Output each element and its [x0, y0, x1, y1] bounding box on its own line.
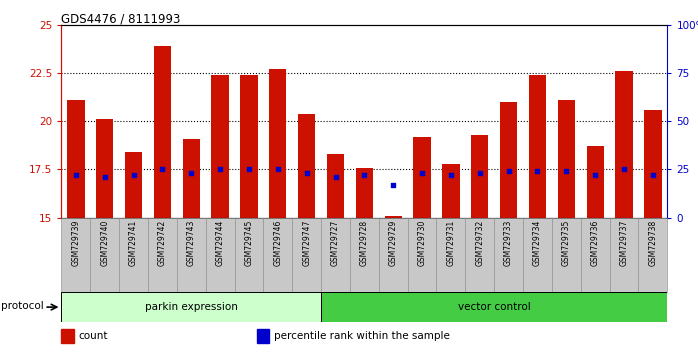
Point — [560, 169, 572, 174]
Text: GSM729734: GSM729734 — [533, 220, 542, 266]
Bar — [321, 292, 667, 322]
Text: percentile rank within the sample: percentile rank within the sample — [274, 331, 450, 341]
FancyBboxPatch shape — [321, 218, 350, 292]
Bar — [211, 75, 229, 218]
FancyBboxPatch shape — [119, 218, 148, 292]
Bar — [644, 110, 662, 218]
Text: GSM729747: GSM729747 — [302, 220, 311, 266]
Point — [301, 171, 312, 176]
Text: GSM729740: GSM729740 — [101, 220, 109, 266]
Text: GSM729730: GSM729730 — [417, 220, 426, 266]
Bar — [269, 69, 286, 218]
Text: GSM729729: GSM729729 — [389, 220, 398, 266]
FancyBboxPatch shape — [61, 218, 90, 292]
Bar — [385, 216, 402, 218]
Text: parkin expression: parkin expression — [144, 302, 238, 312]
Bar — [586, 146, 604, 218]
Text: GSM729739: GSM729739 — [71, 220, 80, 266]
Text: GSM729742: GSM729742 — [158, 220, 167, 266]
Point — [99, 175, 110, 180]
FancyBboxPatch shape — [581, 218, 609, 292]
FancyBboxPatch shape — [639, 218, 667, 292]
Text: GSM729741: GSM729741 — [129, 220, 138, 266]
Text: GSM729733: GSM729733 — [504, 220, 513, 266]
Bar — [327, 154, 344, 218]
Point — [330, 175, 341, 180]
FancyBboxPatch shape — [235, 218, 263, 292]
Bar — [61, 329, 74, 343]
Point — [618, 167, 630, 172]
FancyBboxPatch shape — [90, 218, 119, 292]
Bar — [240, 75, 258, 218]
Point — [387, 182, 399, 188]
Point — [272, 167, 283, 172]
Point — [503, 169, 514, 174]
Text: GSM729731: GSM729731 — [447, 220, 455, 266]
Bar — [356, 167, 373, 218]
FancyBboxPatch shape — [609, 218, 639, 292]
FancyBboxPatch shape — [263, 218, 292, 292]
Point — [417, 171, 428, 176]
Bar — [257, 329, 269, 343]
Bar — [125, 152, 142, 218]
Text: GSM729728: GSM729728 — [360, 220, 369, 266]
Bar — [154, 46, 171, 218]
Text: GSM729727: GSM729727 — [331, 220, 340, 266]
Point — [359, 172, 370, 178]
FancyBboxPatch shape — [494, 218, 523, 292]
FancyBboxPatch shape — [523, 218, 552, 292]
Point — [157, 167, 168, 172]
FancyBboxPatch shape — [292, 218, 321, 292]
FancyBboxPatch shape — [177, 218, 206, 292]
Text: GSM729745: GSM729745 — [244, 220, 253, 266]
FancyBboxPatch shape — [206, 218, 235, 292]
Text: GSM729746: GSM729746 — [274, 220, 282, 266]
Bar — [471, 135, 489, 218]
FancyBboxPatch shape — [350, 218, 379, 292]
Point — [128, 172, 139, 178]
Bar — [413, 137, 431, 218]
Point — [647, 172, 658, 178]
Text: GSM729735: GSM729735 — [562, 220, 571, 266]
Text: count: count — [79, 331, 108, 341]
Bar — [67, 100, 84, 218]
FancyBboxPatch shape — [379, 218, 408, 292]
Point — [70, 172, 82, 178]
Text: protocol: protocol — [1, 301, 44, 310]
Text: GSM729732: GSM729732 — [475, 220, 484, 266]
Text: vector control: vector control — [458, 302, 530, 312]
Text: GSM729744: GSM729744 — [216, 220, 225, 266]
Text: GSM729738: GSM729738 — [648, 220, 658, 266]
FancyBboxPatch shape — [552, 218, 581, 292]
Point — [590, 172, 601, 178]
FancyBboxPatch shape — [148, 218, 177, 292]
Bar — [96, 119, 113, 218]
Bar — [616, 71, 632, 218]
FancyBboxPatch shape — [436, 218, 466, 292]
FancyBboxPatch shape — [466, 218, 494, 292]
Point — [214, 167, 225, 172]
Point — [244, 167, 255, 172]
Bar — [558, 100, 575, 218]
Point — [474, 171, 485, 176]
Text: GSM729737: GSM729737 — [620, 220, 628, 266]
Text: GSM729736: GSM729736 — [591, 220, 600, 266]
Bar — [183, 139, 200, 218]
Point — [532, 169, 543, 174]
Point — [186, 171, 197, 176]
FancyBboxPatch shape — [408, 218, 436, 292]
Point — [445, 172, 456, 178]
Bar — [298, 114, 315, 218]
Text: GDS4476 / 8111993: GDS4476 / 8111993 — [61, 12, 181, 25]
Bar — [529, 75, 546, 218]
Text: GSM729743: GSM729743 — [187, 220, 195, 266]
Bar — [443, 164, 459, 218]
Bar — [500, 102, 517, 218]
Bar — [61, 292, 321, 322]
